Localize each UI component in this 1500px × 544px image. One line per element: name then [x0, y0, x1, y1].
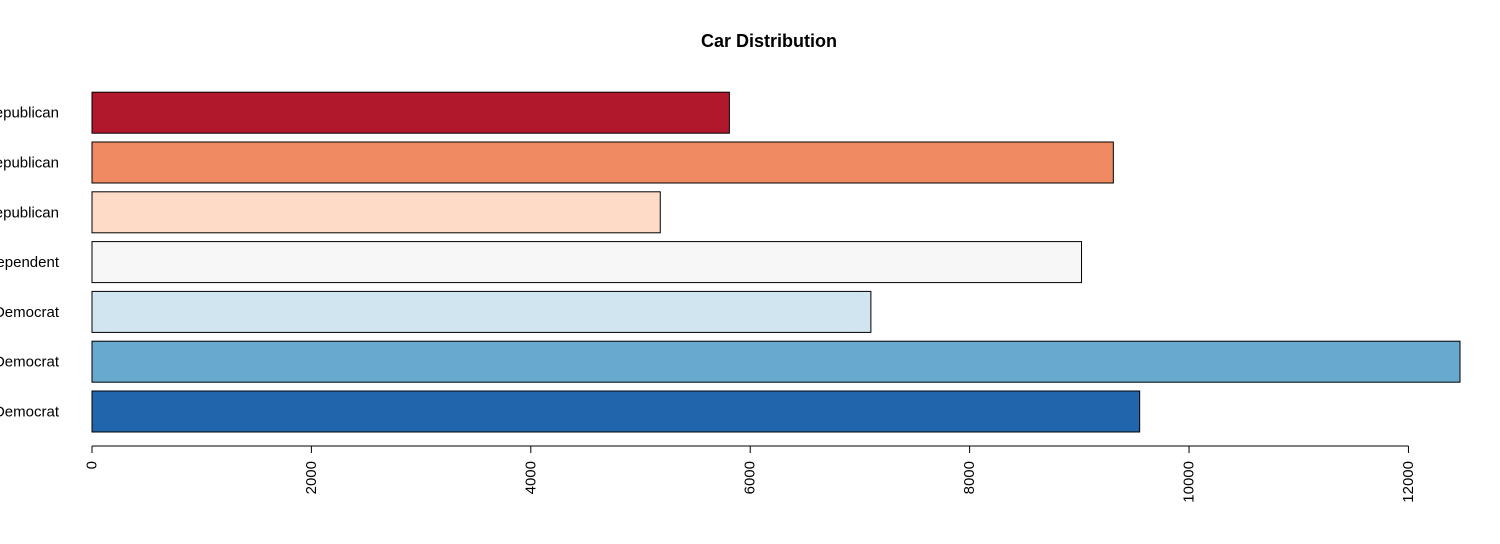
category-label-1: Democrat: [0, 404, 60, 421]
category-label-2: Democrat: [0, 354, 60, 371]
x-tick-label-2: 2000: [303, 461, 320, 494]
x-tick-label-6: 10000: [1181, 461, 1198, 503]
x-tick-label-3: 4000: [522, 461, 539, 494]
category-label-3: Democrat: [0, 304, 60, 321]
bar-6: [91, 141, 1114, 184]
bars-group: [91, 91, 1461, 433]
x-tick-label-1: 0: [84, 461, 101, 469]
x-tick-label-4: 6000: [742, 461, 759, 494]
category-label-6: Republican: [0, 155, 59, 172]
chart-title: Car Distribution: [701, 31, 837, 51]
category-label-7: Republican: [0, 105, 59, 122]
bar-7: [91, 91, 730, 134]
bar-5: [91, 191, 661, 234]
bar-3: [91, 290, 872, 333]
bar-2: [91, 340, 1461, 383]
x-tick-label-7: 12000: [1400, 461, 1417, 503]
category-labels-group: Democrat Democrat Democrat Independent Repub…: [0, 105, 60, 421]
bar-1: [91, 390, 1141, 433]
x-axis: 0 2000 4000 6000 8000 10000 12000: [84, 445, 1417, 503]
bar-4: [91, 241, 1083, 284]
category-label-4: Independent: [0, 254, 60, 271]
category-label-5: Republican: [0, 204, 59, 221]
x-tick-label-5: 8000: [961, 461, 978, 494]
